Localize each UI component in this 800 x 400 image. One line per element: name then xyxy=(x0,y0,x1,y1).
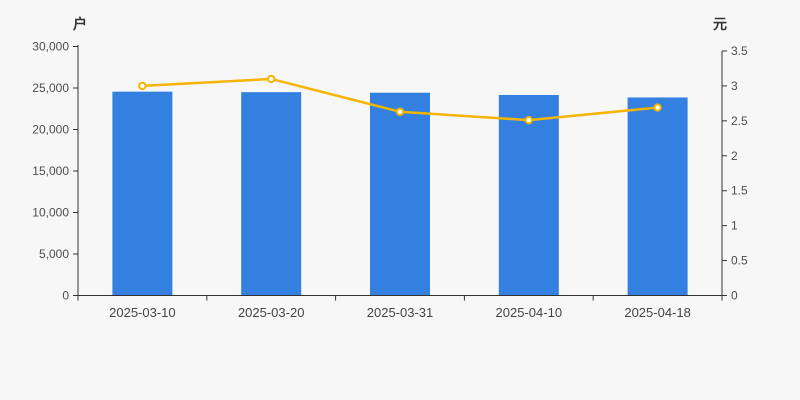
line-point-2025-03-10[interactable] xyxy=(138,81,147,91)
left-axis-tick-label: 25,000 xyxy=(32,81,69,95)
left-axis-tick-label: 15,000 xyxy=(32,164,69,178)
line-point-2025-04-10[interactable] xyxy=(524,115,533,125)
left-axis-tick-label: 30,000 xyxy=(32,40,69,54)
line-point-2025-03-20[interactable] xyxy=(267,74,276,84)
right-axis-tick-label: 3 xyxy=(731,79,738,93)
right-axis-tick-label: 0.5 xyxy=(731,254,748,268)
left-axis-tick-label: 0 xyxy=(62,289,69,303)
right-axis-tick-label: 0 xyxy=(731,289,738,303)
right-axis-tick-label: 1.5 xyxy=(731,184,748,198)
x-axis-date-label: 2025-03-31 xyxy=(367,305,434,320)
left-axis-tick-label: 5,000 xyxy=(39,247,69,261)
bar-2025-03-10[interactable] xyxy=(112,91,173,296)
x-axis-date-label: 2025-03-20 xyxy=(238,305,305,320)
right-axis-tick-label: 3.5 xyxy=(731,44,748,58)
x-axis-date-label: 2025-04-18 xyxy=(624,305,691,320)
left-axis-unit-label: 户 xyxy=(73,16,87,32)
right-axis-unit-label: 元 xyxy=(713,16,727,32)
left-axis-tick-label: 10,000 xyxy=(32,206,69,220)
bar-2025-04-10[interactable] xyxy=(498,94,559,296)
x-axis-date-label: 2025-04-10 xyxy=(496,305,563,320)
right-axis-tick-label: 2.5 xyxy=(731,114,748,128)
x-axis-date-label: 2025-03-10 xyxy=(109,305,176,320)
bar-2025-04-18[interactable] xyxy=(627,97,688,296)
line-point-2025-03-31[interactable] xyxy=(395,107,405,116)
right-axis-tick-label: 1 xyxy=(731,219,738,233)
line-point-2025-04-18[interactable] xyxy=(653,103,662,112)
left-axis-tick-label: 20,000 xyxy=(32,123,69,137)
bar-2025-03-31[interactable] xyxy=(370,92,430,296)
bar-2025-03-20[interactable] xyxy=(241,92,302,296)
right-axis-tick-label: 2 xyxy=(731,149,738,163)
